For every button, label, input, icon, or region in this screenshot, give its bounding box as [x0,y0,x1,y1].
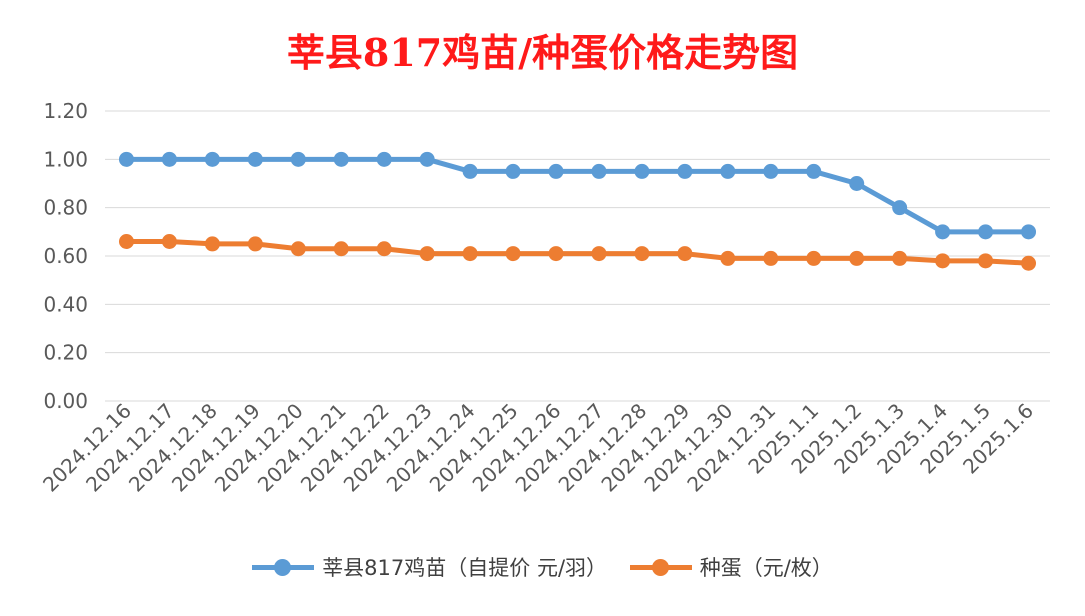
data-point-0 [763,163,779,179]
series-line-1 [126,239,1029,266]
data-point-1 [290,241,306,257]
data-point-1 [634,246,650,262]
legend-swatch-chick [252,557,315,577]
data-point-1 [333,241,349,257]
y-tick-label: 0.20 [43,341,88,365]
data-point-1 [462,246,478,262]
data-point-0 [935,224,951,240]
data-point-0 [806,163,822,179]
data-point-0 [161,151,177,167]
y-tick-label: 0.80 [43,196,88,220]
data-point-0 [892,200,908,216]
x-tick-labels: 2024.12.162024.12.172024.12.182024.12.19… [38,399,1038,497]
y-tick-label: 1.00 [43,147,88,171]
data-point-1 [849,250,865,266]
data-point-0 [247,151,263,167]
data-point-0 [634,163,650,179]
y-tick-label: 1.20 [43,99,88,123]
data-point-0 [290,151,306,167]
data-point-1 [935,253,951,269]
series-group [118,151,1037,271]
data-point-0 [505,163,521,179]
data-point-0 [204,151,220,167]
data-point-1 [548,246,564,262]
data-point-1 [204,236,220,252]
data-point-1 [118,234,134,249]
data-point-0 [677,163,693,179]
y-tick-label: 0.40 [43,292,88,316]
legend-label-chick: 莘县817鸡苗（自提价 元/羽） [322,556,608,580]
data-point-0 [1021,224,1037,240]
data-point-1 [376,241,392,257]
data-point-1 [720,250,736,266]
data-point-0 [118,151,134,167]
data-point-1 [978,253,994,269]
data-point-1 [806,250,822,266]
y-tick-label: 0.00 [43,389,88,413]
data-point-1 [161,234,177,249]
data-point-1 [505,246,521,262]
data-point-0 [591,163,607,179]
legend-label-egg: 种蛋（元/枚） [699,556,833,580]
data-point-0 [720,163,736,179]
data-point-1 [677,246,693,262]
data-point-0 [333,151,349,167]
chart-title: 莘县817鸡苗/种蛋价格走势图 [286,30,799,75]
gridlines [105,110,1050,402]
series-line-0 [126,156,1029,235]
data-point-1 [591,246,607,262]
data-point-1 [419,246,435,262]
data-point-0 [419,151,435,167]
data-point-0 [849,176,865,191]
data-point-0 [548,163,564,179]
data-point-1 [247,236,263,252]
legend: 莘县817鸡苗（自提价 元/羽） 种蛋（元/枚） [0,552,1085,582]
data-point-0 [462,163,478,179]
legend-swatch-egg [629,557,692,577]
data-point-1 [763,250,779,266]
legend-item-chick: 莘县817鸡苗（自提价 元/羽） [252,552,607,582]
legend-item-egg: 种蛋（元/枚） [629,552,833,582]
data-point-0 [978,224,994,240]
y-tick-label: 0.60 [43,244,88,268]
data-point-0 [376,151,392,167]
data-point-1 [1021,255,1037,271]
y-tick-labels: 0.00 0.20 0.40 0.60 0.80 1.00 1.20 [43,99,88,413]
data-point-1 [892,250,908,266]
